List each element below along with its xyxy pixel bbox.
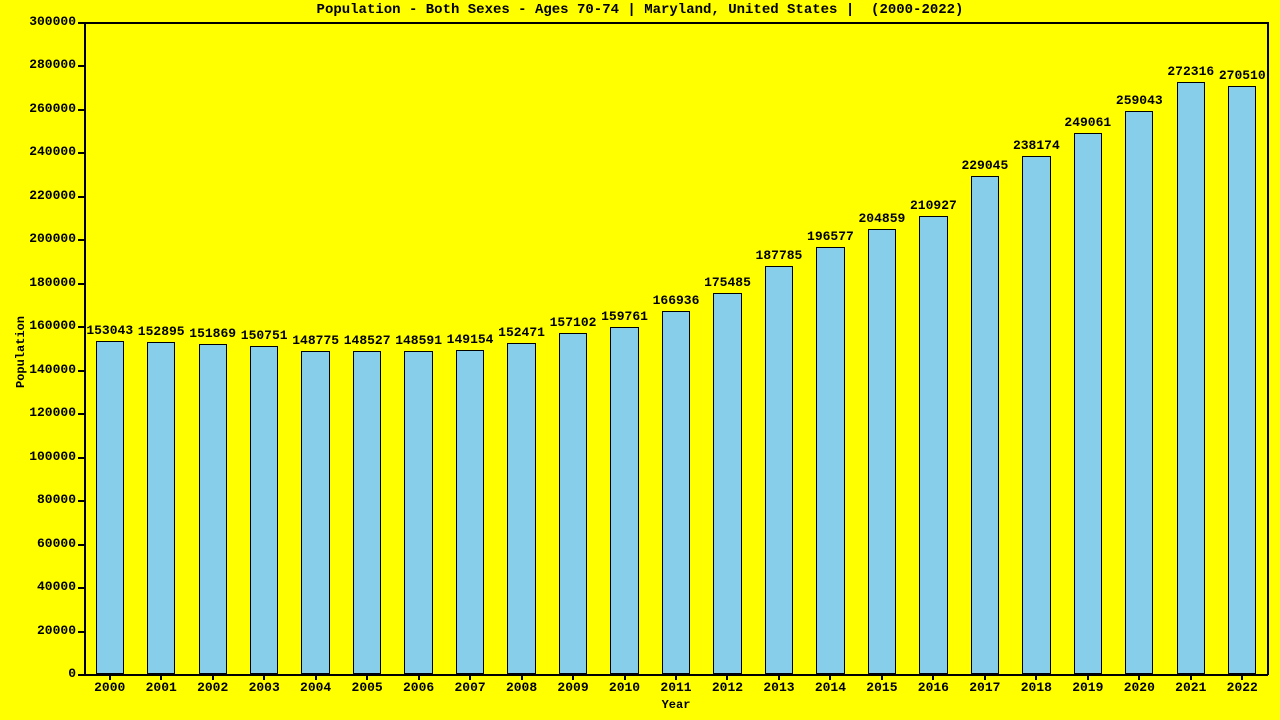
x-tick-label: 2007 (445, 680, 495, 695)
bar (816, 247, 844, 674)
x-tick-label: 2011 (651, 680, 701, 695)
y-tick-mark (78, 587, 84, 589)
y-tick-label: 60000 (0, 536, 76, 551)
y-tick-label: 20000 (0, 623, 76, 638)
bar (353, 351, 381, 674)
y-tick-label: 280000 (0, 57, 76, 72)
y-tick-label: 140000 (0, 362, 76, 377)
bar (919, 216, 947, 674)
bar-value-label: 187785 (749, 248, 809, 263)
x-tick-label: 2001 (136, 680, 186, 695)
y-tick-label: 0 (0, 666, 76, 681)
x-tick-label: 2002 (188, 680, 238, 695)
y-tick-mark (78, 22, 84, 24)
bar (868, 229, 896, 674)
bar (199, 344, 227, 674)
y-tick-mark (78, 500, 84, 502)
y-axis-label: Population (14, 316, 28, 388)
y-tick-mark (78, 196, 84, 198)
bar-value-label: 249061 (1058, 115, 1118, 130)
bar-value-label: 166936 (646, 293, 706, 308)
y-tick-label: 200000 (0, 231, 76, 246)
x-tick-label: 2022 (1217, 680, 1267, 695)
y-tick-mark (78, 674, 84, 676)
x-tick-label: 2016 (908, 680, 958, 695)
y-tick-label: 260000 (0, 101, 76, 116)
bar (610, 327, 638, 674)
x-tick-label: 2021 (1166, 680, 1216, 695)
x-tick-label: 2006 (394, 680, 444, 695)
bar-value-label: 159761 (595, 309, 655, 324)
bar-value-label: 270510 (1212, 68, 1272, 83)
y-tick-mark (78, 413, 84, 415)
bar (301, 351, 329, 674)
x-tick-label: 2019 (1063, 680, 1113, 695)
bar (507, 343, 535, 674)
bar-value-label: 238174 (1006, 138, 1066, 153)
bar-value-label: 210927 (903, 198, 963, 213)
bar (96, 341, 124, 674)
x-axis-label: Year (84, 698, 1268, 712)
x-tick-label: 2005 (342, 680, 392, 695)
x-tick-label: 2003 (239, 680, 289, 695)
x-tick-label: 2018 (1011, 680, 1061, 695)
bar (1022, 156, 1050, 674)
y-tick-label: 100000 (0, 449, 76, 464)
x-tick-label: 2009 (548, 680, 598, 695)
bar-value-label: 229045 (955, 158, 1015, 173)
x-tick-label: 2000 (85, 680, 135, 695)
y-tick-label: 180000 (0, 275, 76, 290)
bar (1177, 82, 1205, 674)
bar-value-label: 196577 (800, 229, 860, 244)
y-tick-mark (78, 152, 84, 154)
x-tick-label: 2015 (857, 680, 907, 695)
x-tick-label: 2004 (291, 680, 341, 695)
y-tick-mark (78, 283, 84, 285)
bar (456, 350, 484, 674)
bar (147, 342, 175, 674)
y-tick-mark (78, 65, 84, 67)
y-tick-mark (78, 457, 84, 459)
bar (713, 293, 741, 674)
bar (404, 351, 432, 674)
y-tick-mark (78, 239, 84, 241)
x-tick-label: 2012 (702, 680, 752, 695)
y-tick-mark (78, 631, 84, 633)
bar-value-label: 259043 (1109, 93, 1169, 108)
y-tick-mark (78, 544, 84, 546)
axis-line-top (84, 22, 1268, 24)
bar (1074, 133, 1102, 674)
y-tick-label: 80000 (0, 492, 76, 507)
bar (662, 311, 690, 674)
bar (559, 333, 587, 674)
x-tick-label: 2008 (497, 680, 547, 695)
y-tick-mark (78, 109, 84, 111)
bar (250, 346, 278, 674)
y-tick-label: 220000 (0, 188, 76, 203)
axis-line-left (84, 22, 86, 675)
bar (971, 176, 999, 674)
x-tick-label: 2014 (805, 680, 855, 695)
bar-value-label: 204859 (852, 211, 912, 226)
bar (1228, 86, 1256, 674)
x-tick-label: 2017 (960, 680, 1010, 695)
x-tick-label: 2020 (1114, 680, 1164, 695)
y-tick-label: 40000 (0, 579, 76, 594)
x-tick-label: 2010 (600, 680, 650, 695)
bar (765, 266, 793, 674)
y-tick-label: 300000 (0, 14, 76, 29)
y-tick-label: 160000 (0, 318, 76, 333)
bar (1125, 111, 1153, 674)
y-tick-label: 120000 (0, 405, 76, 420)
bar-value-label: 175485 (697, 275, 757, 290)
x-tick-label: 2013 (754, 680, 804, 695)
y-tick-mark (78, 370, 84, 372)
y-tick-label: 240000 (0, 144, 76, 159)
chart-title: Population - Both Sexes - Ages 70-74 | M… (0, 2, 1280, 18)
population-bar-chart: Population - Both Sexes - Ages 70-74 | M… (0, 0, 1280, 720)
axis-line-right (1267, 22, 1269, 675)
